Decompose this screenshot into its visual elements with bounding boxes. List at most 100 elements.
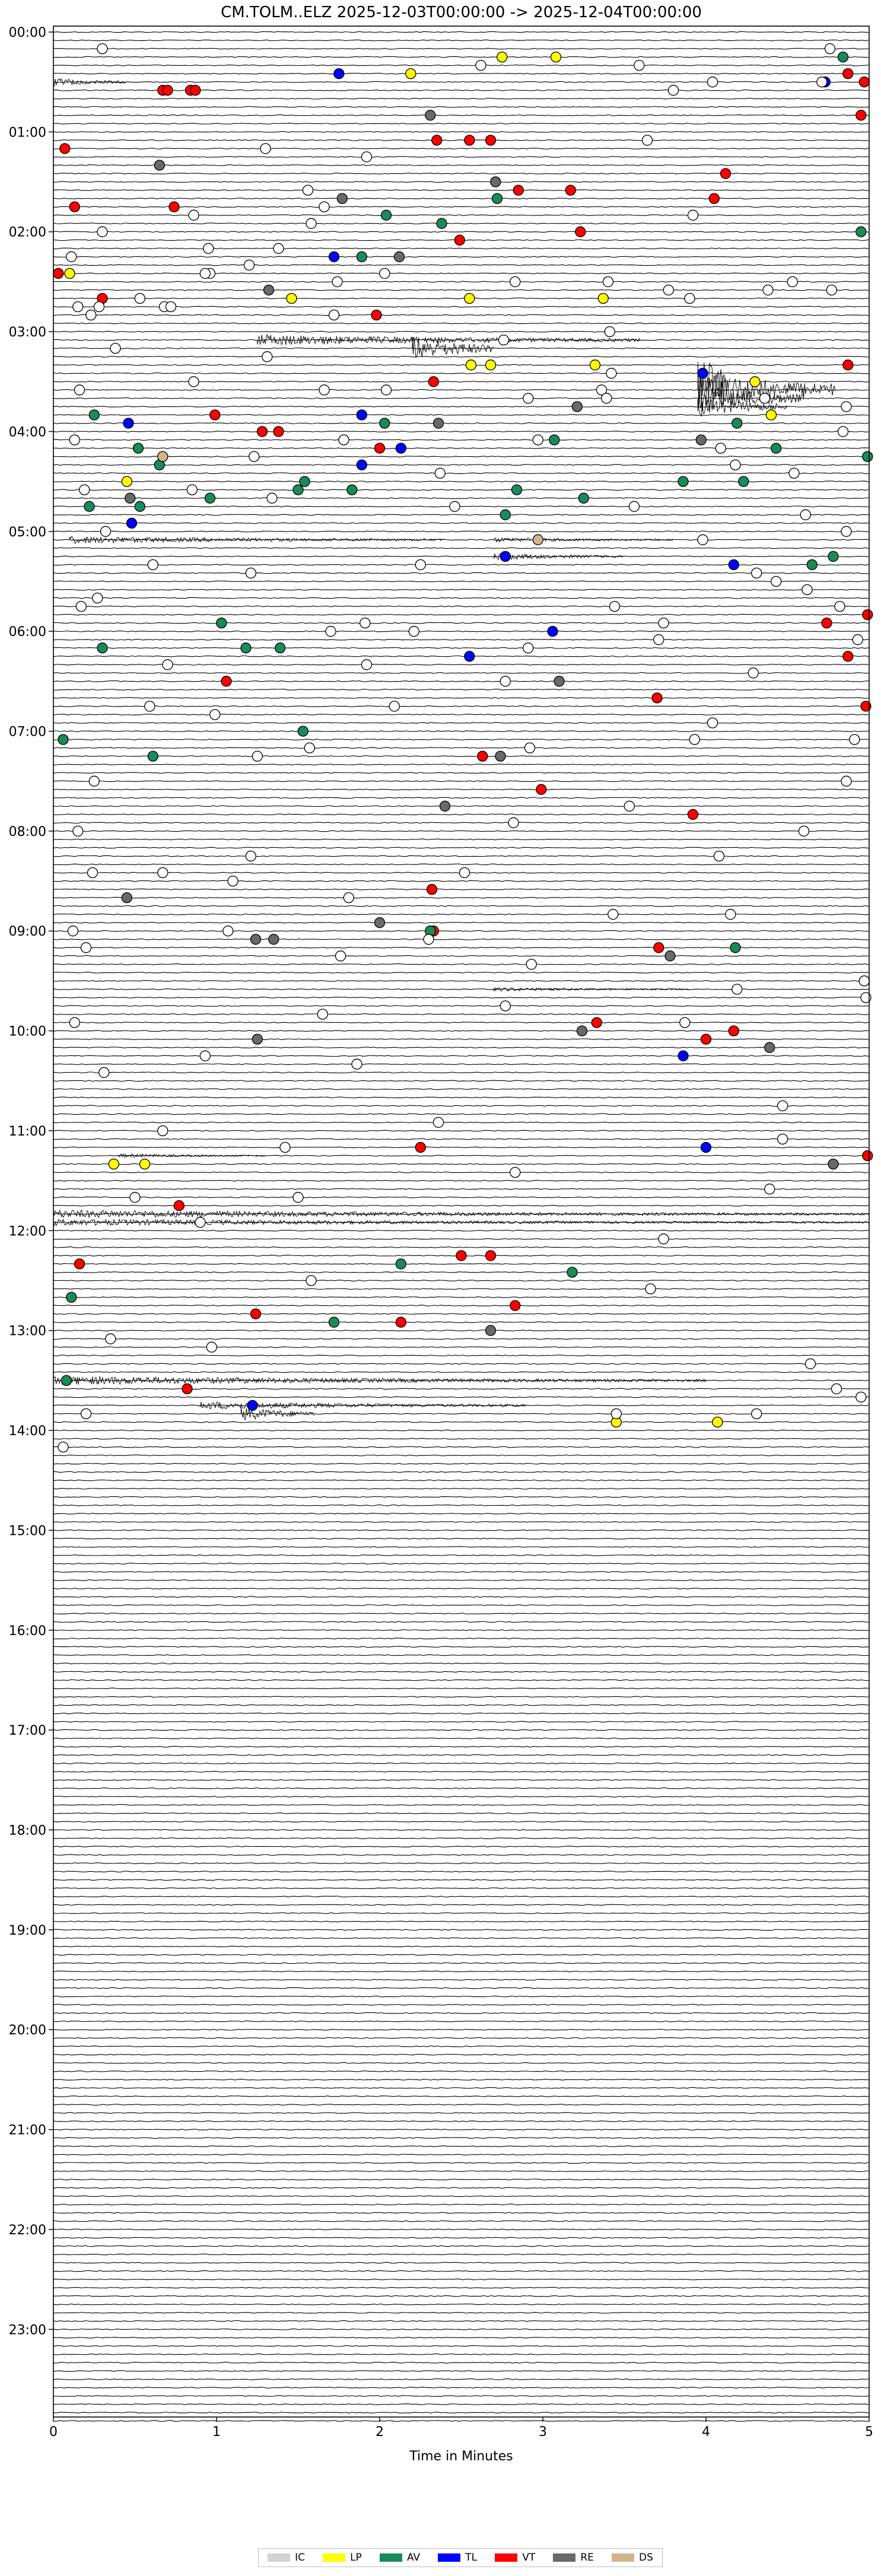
event-marker-ic [751, 567, 762, 579]
trace-line [53, 1363, 869, 1365]
trace-line [53, 1613, 869, 1615]
event-marker-ic [751, 1408, 762, 1420]
event-marker-av [216, 617, 227, 629]
trace-line [53, 755, 869, 757]
trace-line [53, 2062, 869, 2064]
event-marker-ic [523, 393, 534, 404]
trace-line [53, 2003, 869, 2006]
event-marker-ic [523, 643, 534, 654]
trace-line [53, 1462, 869, 1465]
x-tick-label: 0 [49, 2425, 58, 2440]
event-marker-av [549, 434, 560, 446]
legend-item-re: RE [553, 2552, 594, 2564]
event-marker-vt [53, 268, 64, 279]
legend-label: AV [406, 2552, 421, 2564]
event-marker-ic [606, 368, 617, 379]
event-marker-av [380, 209, 392, 221]
trace-line [53, 1712, 869, 1715]
event-marker-vt [162, 85, 173, 96]
event-marker-vt [182, 1383, 193, 1395]
event-marker-av [240, 643, 252, 654]
event-marker-ic [687, 209, 699, 221]
trace-line [53, 705, 869, 707]
event-marker-re [439, 800, 451, 812]
event-marker-lp [712, 1416, 723, 1428]
event-marker-re [263, 284, 275, 296]
trace-line [53, 81, 869, 83]
event-marker-ic [653, 634, 664, 645]
y-tick-label: 05:00 [9, 525, 46, 540]
event-marker-ic [707, 77, 718, 88]
trace-line [53, 447, 869, 449]
trace-line [53, 189, 869, 191]
event-marker-ic [92, 592, 103, 604]
event-marker-re [250, 934, 262, 945]
event-marker-lp [139, 1158, 151, 1170]
trace-line [53, 1487, 869, 1490]
legend-label: TL [465, 2552, 478, 2564]
event-marker-vt [855, 110, 867, 121]
event-marker-ic [389, 701, 400, 712]
event-marker-re [571, 401, 583, 412]
chart-title: CM.TOLM..ELZ 2025-12-03T00:00:00 -> 2025… [221, 4, 702, 21]
trace-line [53, 148, 869, 150]
trace-line [53, 1871, 869, 1872]
event-marker-ic [328, 309, 340, 321]
trace-line [53, 1238, 869, 1240]
trace-line [53, 605, 869, 608]
event-marker-av [862, 451, 873, 462]
trace-line [53, 1720, 869, 1723]
event-marker-ic [459, 867, 470, 879]
event-marker-ic [266, 492, 278, 504]
trace-line [53, 739, 869, 740]
event-marker-ic [475, 59, 486, 71]
event-marker-ic [97, 226, 108, 237]
waveform-event [494, 553, 624, 561]
trace-line [53, 905, 869, 907]
event-marker-av [204, 492, 216, 504]
trace-line [53, 1796, 869, 1798]
event-marker-tl [500, 551, 511, 562]
event-marker-re [495, 750, 506, 762]
trace-line [53, 1829, 869, 1831]
trace-line [53, 1512, 869, 1515]
trace-line [53, 2286, 869, 2289]
trace-line [53, 1954, 869, 1956]
waveform-event [118, 1153, 266, 1159]
trace-line [53, 1321, 869, 1323]
trace-line [53, 1563, 869, 1564]
y-tick-label: 02:00 [9, 225, 46, 240]
event-marker-ic [335, 950, 346, 962]
event-marker-vt [860, 701, 872, 712]
y-tick-label: 00:00 [9, 26, 46, 40]
event-marker-av [491, 193, 503, 204]
event-marker-ic [157, 1125, 168, 1137]
trace-line [53, 39, 869, 42]
event-marker-av [678, 476, 689, 487]
trace-line [53, 630, 869, 632]
trace-line [53, 1179, 869, 1182]
event-marker-ic [66, 251, 77, 262]
trace-line [53, 1754, 869, 1756]
event-marker-ic [500, 1000, 511, 1012]
legend-item-lp: LP [323, 2552, 362, 2564]
trace-line [53, 813, 869, 816]
trace-line [53, 572, 869, 574]
trace-line [53, 1105, 869, 1107]
event-marker-vt [273, 426, 284, 437]
seismogram-traces [53, 31, 869, 2422]
event-marker-vt [565, 185, 576, 196]
event-marker-lp [64, 268, 75, 279]
event-marker-ic [764, 1184, 775, 1195]
event-marker-vt [485, 1250, 497, 1261]
event-marker-ic [186, 484, 198, 495]
event-marker-ic [361, 659, 373, 670]
trace-line [53, 364, 869, 366]
event-marker-vt [250, 1308, 262, 1319]
legend-swatch [268, 2553, 291, 2562]
trace-line [53, 2270, 869, 2272]
trace-line [53, 530, 869, 533]
trace-line [53, 264, 869, 266]
event-marker-av [395, 1258, 406, 1270]
event-marker-ic [361, 151, 373, 163]
